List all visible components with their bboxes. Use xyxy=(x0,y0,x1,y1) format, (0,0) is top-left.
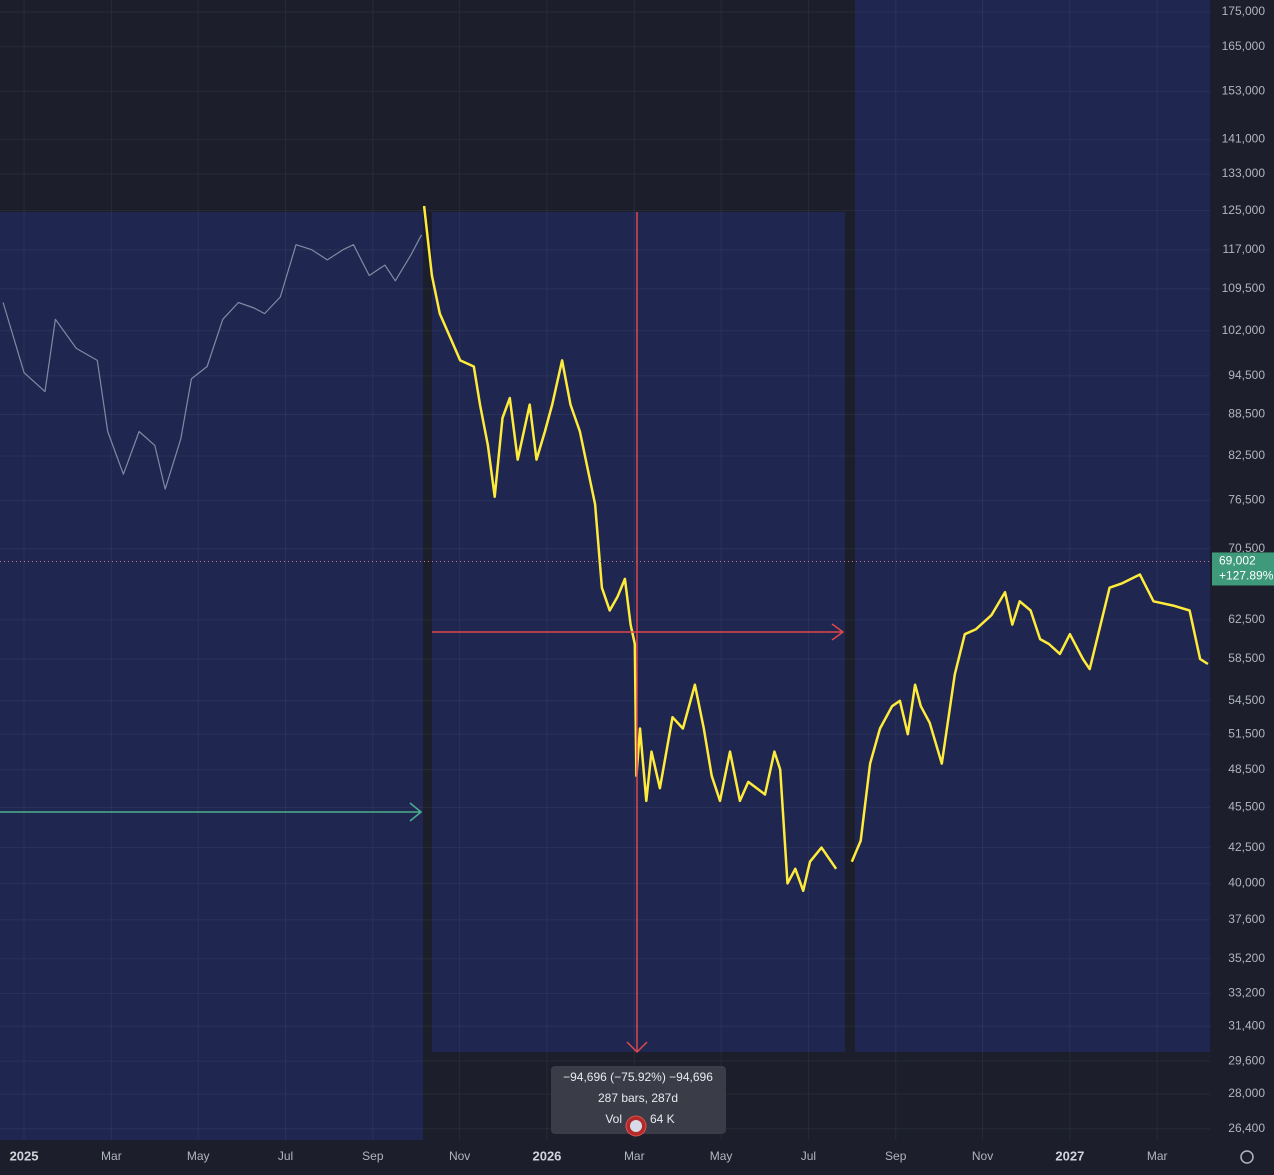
x-tick-label: Jul xyxy=(278,1149,293,1163)
x-tick-label: Mar xyxy=(1147,1149,1168,1163)
y-tick-label: 102,000 xyxy=(1222,323,1266,337)
measure-tooltip: −94,696 (−75.92%) −94,696 287 bars, 287d… xyxy=(551,1066,726,1137)
x-tick-label: 2026 xyxy=(532,1148,561,1163)
y-tick-label: 125,000 xyxy=(1222,203,1266,217)
y-tick-label: 133,000 xyxy=(1222,166,1266,180)
y-tick-label: 117,000 xyxy=(1223,242,1266,256)
y-tick-label: 31,400 xyxy=(1228,1018,1265,1032)
x-axis-band xyxy=(0,1140,1210,1175)
arrow-head xyxy=(831,623,845,641)
tooltip-box xyxy=(551,1066,726,1134)
x-tick-label: Mar xyxy=(624,1149,645,1163)
y-tick-label: 37,600 xyxy=(1228,912,1265,926)
y-tick-label: 58,500 xyxy=(1228,651,1265,665)
x-tick-label: 2025 xyxy=(10,1148,39,1163)
price-line xyxy=(422,205,1209,893)
y-tick-label: 28,000 xyxy=(1228,1086,1265,1100)
y-tick-label: 88,500 xyxy=(1228,407,1265,421)
y-tick-label: 165,000 xyxy=(1222,39,1266,53)
y-tick-label: 48,500 xyxy=(1228,762,1265,776)
x-tick-label: Nov xyxy=(449,1149,470,1163)
last-price-box xyxy=(1212,552,1274,586)
y-tick-label: 42,500 xyxy=(1228,840,1265,854)
x-tick-label: Sep xyxy=(885,1149,907,1163)
y-tick-label: 175,000 xyxy=(1222,4,1266,18)
tooltip-line: −94,696 (−75.92%) −94,696 xyxy=(563,1070,713,1084)
y-tick-label: 45,500 xyxy=(1228,800,1265,814)
y-tick-label: 33,200 xyxy=(1228,986,1265,1000)
y-axis-band xyxy=(1210,0,1274,1175)
range-box xyxy=(855,0,1210,1052)
long-arrow xyxy=(0,802,423,822)
y-tick-label: 26,400 xyxy=(1228,1121,1265,1135)
y-tick-label: 29,600 xyxy=(1228,1053,1265,1067)
last-price-label: 69,002 xyxy=(1219,554,1256,568)
axes: 175,000 165,000 153,000 141,000 133,000 125,0… xyxy=(10,4,1274,1163)
arrow-head xyxy=(626,1041,648,1054)
y-tick-label: 141,000 xyxy=(1222,132,1266,146)
y-tick-label: 62,500 xyxy=(1228,612,1265,626)
y-tick-label: 109,500 xyxy=(1222,281,1266,295)
tooltip-line: 287 bars, 287d xyxy=(598,1091,678,1105)
x-tick-label: Sep xyxy=(362,1149,384,1163)
flag-icon-inner xyxy=(630,1120,642,1132)
y-tick-label: 70,500 xyxy=(1228,541,1265,555)
y-tick-label: 76,500 xyxy=(1228,493,1265,507)
x-tick-label: Mar xyxy=(101,1149,122,1163)
y-tick-label: 35,200 xyxy=(1228,951,1265,965)
arrow-head xyxy=(409,802,423,822)
y-tick-label: 54,500 xyxy=(1228,693,1265,707)
x-tick-label: May xyxy=(187,1149,210,1163)
tooltip-vol-label: Vol xyxy=(605,1112,622,1126)
range-box xyxy=(0,212,423,1140)
x-tick-label: Nov xyxy=(972,1149,993,1163)
measure-tool xyxy=(432,212,845,1054)
y-tick-label: 153,000 xyxy=(1222,84,1266,98)
y-tick-label: 51,500 xyxy=(1228,726,1265,740)
change-label: +127.89% xyxy=(1219,569,1274,583)
settings-button[interactable] xyxy=(1240,1150,1254,1164)
grid xyxy=(0,0,1210,1140)
x-tick-label: 2027 xyxy=(1055,1148,1084,1163)
x-tick-label: Jul xyxy=(801,1149,816,1163)
series xyxy=(0,205,1210,893)
y-tick-label: 40,000 xyxy=(1228,876,1265,890)
tooltip-vol-value: 64 K xyxy=(650,1112,675,1126)
x-tick-label: May xyxy=(710,1149,733,1163)
y-tick-label: 94,500 xyxy=(1228,368,1265,382)
price-line xyxy=(2,234,423,490)
y-tick-label: 82,500 xyxy=(1228,448,1265,462)
